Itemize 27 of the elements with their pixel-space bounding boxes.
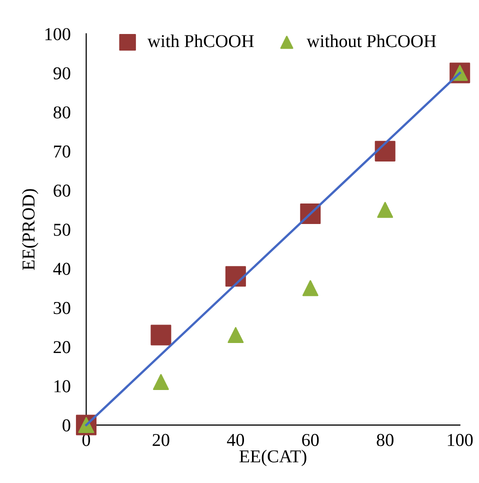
point <box>377 202 394 218</box>
point <box>302 280 318 296</box>
x-tick-label: 40 <box>226 434 244 446</box>
y-tick-label: 100 <box>45 28 70 40</box>
x-tick-label: 20 <box>152 434 170 446</box>
y-tick-label: 90 <box>53 67 70 80</box>
point <box>228 327 244 344</box>
y-tick-label: 10 <box>54 380 70 392</box>
y-tick-label: 80 <box>54 106 70 118</box>
legend-label: without PhCOOH <box>306 34 436 48</box>
point <box>225 266 246 287</box>
y-tick-label: 40 <box>53 262 70 275</box>
y-tick-label: 30 <box>54 302 70 314</box>
x-tick-label: 80 <box>376 434 394 446</box>
x-axis-title: EE(CAT) <box>239 450 306 466</box>
point <box>150 324 172 346</box>
x-tick-label: 60 <box>302 434 319 446</box>
y-tick-label: 20 <box>54 341 70 354</box>
y-tick-label: 60 <box>54 184 70 197</box>
point <box>152 374 169 390</box>
point <box>374 140 396 162</box>
x-tick-label: 100 <box>448 434 473 446</box>
legend-label: with PhCOOH <box>147 34 254 48</box>
y-tick-label: 70 <box>54 145 70 158</box>
y-tick-label: 0 <box>62 419 70 432</box>
y-axis-title: EE(PROD) <box>22 189 38 270</box>
y-tick-label: 50 <box>54 224 70 236</box>
